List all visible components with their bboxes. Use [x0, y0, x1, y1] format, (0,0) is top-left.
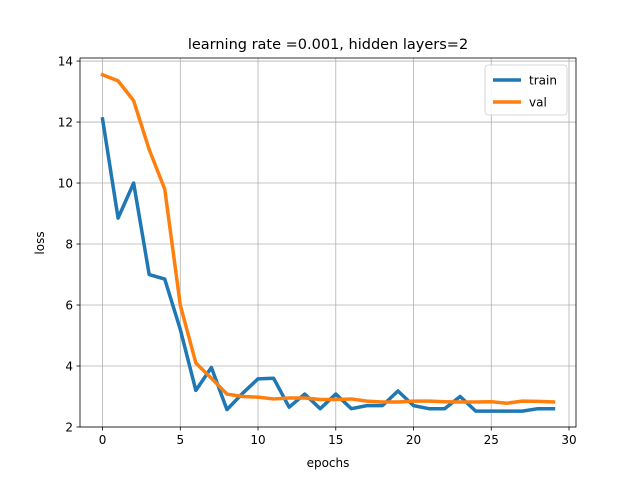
y-tick-label: 2: [65, 421, 73, 435]
x-axis-label: epochs: [307, 456, 350, 470]
axis-ticks: 0 5 10 15 20 25 30 2 4 6 8 10 12 14: [58, 55, 577, 447]
x-tick-label: 15: [328, 433, 343, 447]
y-tick-label: 12: [58, 116, 73, 130]
chart-title: learning rate =0.001, hidden layers=2: [188, 37, 468, 53]
y-axis-label: loss: [33, 231, 47, 254]
x-tick-label: 5: [176, 433, 184, 447]
x-tick-label: 0: [99, 433, 107, 447]
y-tick-label: 4: [65, 360, 73, 374]
legend-label-train: train: [529, 74, 557, 88]
y-tick-label: 10: [58, 177, 73, 191]
series-line-train: [100, 116, 556, 413]
y-tick-label: 8: [65, 238, 73, 252]
series-layer: [100, 72, 556, 413]
y-tick-label: 6: [65, 299, 73, 313]
x-tick-label: 25: [484, 433, 499, 447]
series-line-val: [100, 72, 556, 405]
legend-label-val: val: [529, 96, 547, 110]
x-tick-label: 30: [561, 433, 576, 447]
legend-box: [484, 64, 568, 116]
y-tick-label: 14: [58, 55, 73, 69]
x-tick-label: 20: [406, 433, 421, 447]
x-tick-label: 10: [250, 433, 265, 447]
legend: train val: [484, 64, 568, 116]
plot-frame: [79, 57, 577, 428]
